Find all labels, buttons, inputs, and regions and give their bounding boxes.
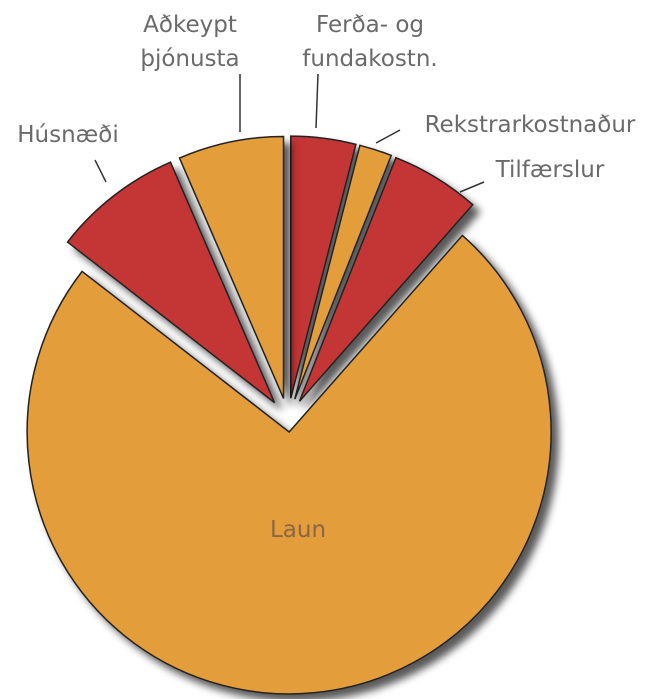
slices bbox=[26, 135, 552, 695]
pie-slice bbox=[294, 144, 393, 400]
leader-line bbox=[94, 159, 107, 183]
pie-slice bbox=[298, 156, 474, 402]
pie-slice bbox=[290, 135, 357, 399]
slice-label: Tilfærslur bbox=[495, 157, 605, 183]
leader-line bbox=[375, 129, 401, 144]
leader-line bbox=[315, 73, 319, 129]
pie-slice bbox=[26, 234, 552, 695]
leader-line bbox=[459, 181, 485, 193]
slice-label: Laun bbox=[269, 517, 327, 543]
pie-slice bbox=[66, 161, 276, 404]
slice-label: Rekstrarkostnaður bbox=[424, 112, 636, 138]
slice-label: Aðkeypt þjónusta bbox=[140, 12, 240, 72]
slice-label: Ferða- og fundakostn. bbox=[302, 12, 438, 72]
slice-label: Húsnæði bbox=[17, 122, 119, 148]
pie-slice bbox=[178, 135, 285, 399]
